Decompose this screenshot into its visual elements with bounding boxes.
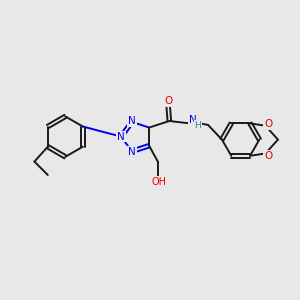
Text: O: O	[164, 96, 172, 106]
Text: OH: OH	[152, 177, 166, 187]
Text: N: N	[117, 132, 125, 142]
Text: O: O	[264, 151, 273, 160]
Text: N: N	[189, 115, 197, 124]
Text: N: N	[128, 147, 136, 157]
Text: O: O	[264, 119, 273, 129]
Text: N: N	[128, 116, 136, 126]
Text: H: H	[194, 121, 201, 130]
